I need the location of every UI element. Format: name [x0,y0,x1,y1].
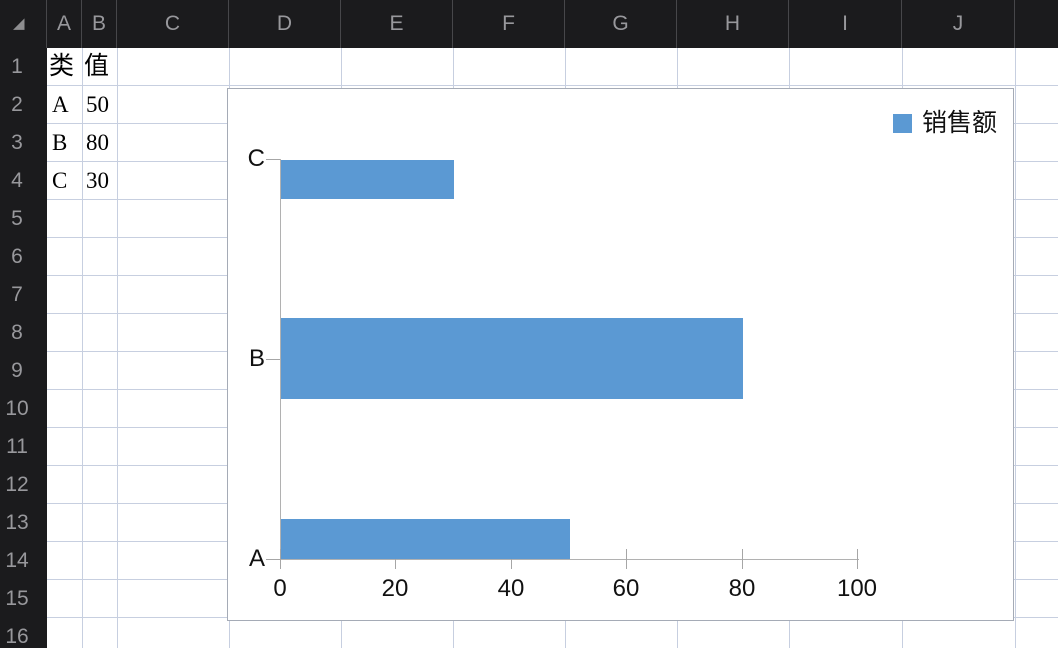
x-tick-label-60: 60 [612,575,640,602]
row-header-1[interactable]: 1 [11,55,23,78]
x-tick-100 [857,549,858,569]
column-header-g[interactable]: G [565,0,677,48]
x-tick-label-80: 80 [728,575,756,602]
bar-category-c[interactable] [281,160,454,199]
cell-B3[interactable]: 80 [86,130,109,155]
row-header-12[interactable]: 12 [5,473,29,496]
row-header-bar: 1 2 3 4 5 6 7 8 9 10 11 12 13 14 15 16 [0,48,47,648]
row-header-2[interactable]: 2 [11,93,23,116]
column-header-i[interactable]: I [789,0,902,48]
column-header-a[interactable]: A [47,0,82,48]
row-header-16[interactable]: 16 [5,625,29,648]
x-tick-label-20: 20 [381,575,409,602]
x-tick-60 [626,549,627,569]
legend-series-label: 销售额 [921,110,997,137]
cell-B4[interactable]: 30 [86,168,109,193]
cell-A1[interactable]: 类 [49,53,75,80]
y-tick-c [266,159,280,160]
embedded-bar-chart[interactable]: 销售额 C B A 0 20 40 60 80 100 [227,88,1014,621]
row-header-6[interactable]: 6 [11,245,23,268]
row-header-14[interactable]: 14 [5,549,29,572]
row-header-5[interactable]: 5 [11,207,23,230]
row-header-11[interactable]: 11 [6,435,28,458]
x-tick-20 [395,549,396,569]
column-header-partial[interactable] [1015,0,1058,48]
row-header-13[interactable]: 13 [5,511,29,534]
select-all-corner[interactable]: ◢ [0,0,47,48]
column-header-h[interactable]: H [677,0,789,48]
x-tick-80 [742,549,743,569]
row-header-7[interactable]: 7 [11,283,23,306]
category-label-b: B [248,345,265,372]
y-tick-a [266,559,280,560]
x-tick-label-40: 40 [497,575,525,602]
cell-A2[interactable]: A [52,92,69,117]
x-tick-0 [280,549,281,569]
row-header-4[interactable]: 4 [11,169,23,192]
column-header-b[interactable]: B [82,0,117,48]
row-header-15[interactable]: 15 [5,587,29,610]
column-header-e[interactable]: E [341,0,453,48]
x-tick-label-0: 0 [273,575,287,602]
category-label-a: A [248,545,265,572]
cell-B2[interactable]: 50 [86,92,109,117]
y-tick-b [266,359,280,360]
row-header-9[interactable]: 9 [11,359,23,382]
chart-legend[interactable]: 销售额 [892,110,997,137]
x-tick-40 [511,549,512,569]
row-header-3[interactable]: 3 [11,131,23,154]
y-axis-line [280,159,281,560]
column-header-j[interactable]: J [902,0,1015,48]
cell-A3[interactable]: B [52,130,68,155]
legend-color-swatch [892,114,912,133]
x-tick-label-100: 100 [836,575,878,602]
select-all-triangle-icon: ◢ [13,15,25,32]
row-header-10[interactable]: 10 [5,397,29,420]
cell-B1[interactable]: 值 [84,53,110,80]
cell-A4[interactable]: C [52,168,68,193]
column-header-d[interactable]: D [229,0,341,48]
column-header-f[interactable]: F [453,0,565,48]
column-header-bar: ◢ A B C D E F G H I J [0,0,1058,48]
x-axis-line [280,559,859,560]
bar-category-b[interactable] [281,318,743,399]
bar-category-a[interactable] [281,519,570,559]
category-label-c: C [247,145,265,172]
row-header-8[interactable]: 8 [11,321,23,344]
column-header-c[interactable]: C [117,0,229,48]
